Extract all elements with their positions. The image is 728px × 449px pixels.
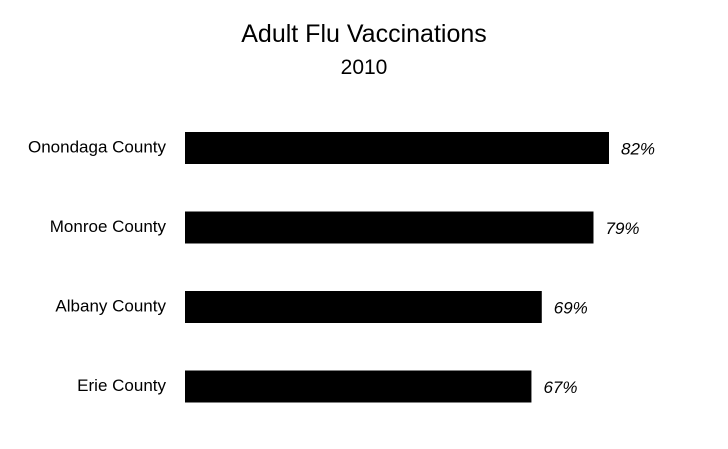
bar-1 [185,211,594,244]
data-label-0: 82% [621,139,655,158]
data-label-3: 67% [543,378,577,397]
bar-0 [185,132,609,164]
chart-title: Adult Flu Vaccinations [241,20,487,48]
category-label-1: Monroe County [50,217,167,236]
bar-2 [185,291,542,323]
category-label-0: Onondaga County [28,137,166,156]
chart-subtitle: 2010 [340,56,388,79]
category-label-3: Erie County [77,376,166,395]
bar-3 [185,370,532,403]
data-label-2: 69% [554,298,588,317]
category-label-2: Albany County [55,296,166,315]
data-label-1: 79% [605,219,639,238]
